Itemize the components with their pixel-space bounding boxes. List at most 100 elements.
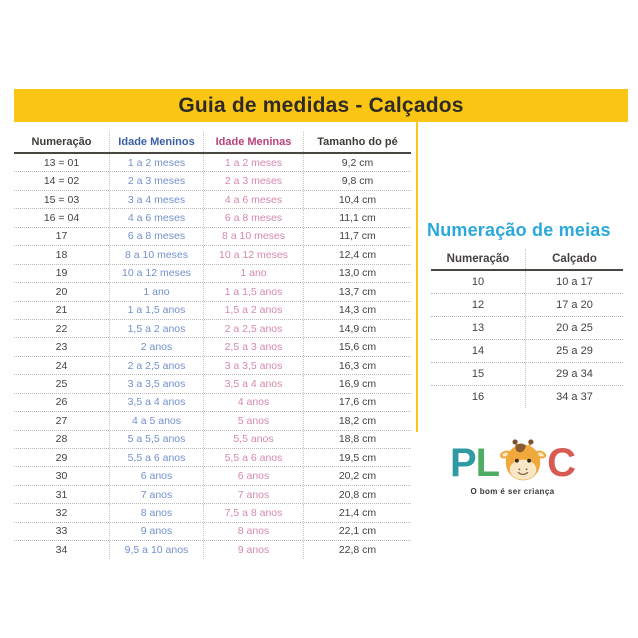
table-cell: 29 a 34 (556, 368, 593, 380)
table-cell: 9 anos (110, 522, 204, 541)
table-cell: 2 anos (110, 338, 204, 356)
table-row: 30 6 anos 6 anos 20,2 cm (14, 467, 411, 486)
table-row: 28 5 a 5,5 anos 5,5 anos 18,8 cm (14, 430, 411, 449)
table-row: 29 5,5 a 6 anos 5,5 a 6 anos 19,5 cm (14, 449, 411, 468)
column-header-calcado: Calçado (552, 253, 597, 265)
table-cell: 29 (14, 449, 110, 467)
table-cell: 17,6 cm (338, 396, 377, 409)
table-cell: 9 anos (204, 541, 304, 559)
table-cell: 2 a 2,5 anos (110, 356, 204, 375)
table-cell: 34 a 37 (556, 391, 593, 403)
table-cell: 8 a 10 meses (110, 246, 204, 264)
table-cell: 10 a 12 meses (110, 264, 204, 283)
table-cell: 6 a 8 meses (204, 209, 304, 227)
table-cell: 5 a 5,5 anos (110, 430, 204, 448)
table-cell: 13 = 01 (14, 154, 110, 172)
shoe-size-table: Numeração Idade Meninos Idade Meninas Ta… (14, 131, 411, 559)
table-cell: 20,2 cm (338, 470, 377, 483)
table-cell: 1 ano (204, 264, 304, 283)
table-cell: 4 a 6 meses (204, 190, 304, 209)
table-cell: 8 anos (204, 522, 304, 541)
table-cell: 13,0 cm (338, 267, 377, 280)
table-cell: 1 a 2 meses (204, 154, 304, 172)
table-cell: 20 a 25 (556, 322, 593, 334)
table-cell: 1 a 1,5 anos (204, 283, 304, 301)
logo-letter-c: C (547, 441, 576, 485)
table-cell: 14 = 02 (14, 172, 110, 190)
table-row: 13 20 a 25 (431, 317, 623, 340)
column-header-idade-meninos: Idade Meninos (110, 131, 204, 152)
table-row: 16 34 a 37 (431, 386, 623, 408)
table-cell: 4 a 6 meses (110, 209, 204, 227)
table-row: 23 2 anos 2,5 a 3 anos 15,6 cm (14, 338, 411, 357)
table-cell: 6 anos (204, 467, 304, 485)
socks-section-title: Numeração de meias (427, 220, 611, 240)
table-cell: 12,4 cm (338, 248, 377, 261)
logo-letters: P L C (430, 439, 595, 486)
table-row: 10 10 a 17 (431, 271, 623, 294)
table-cell: 8 anos (110, 504, 204, 522)
table-cell: 18,8 cm (338, 433, 377, 446)
table-cell: 3,5 a 4 anos (204, 375, 304, 393)
table-cell: 30 (14, 467, 110, 485)
table-cell: 17 (14, 227, 110, 246)
table-cell: 22,8 cm (338, 543, 377, 556)
table-cell: 9,8 cm (341, 175, 374, 188)
table-cell: 4 a 5 anos (110, 412, 204, 430)
table-cell: 18,2 cm (338, 414, 377, 427)
table-cell: 6 a 8 meses (110, 227, 204, 246)
table-cell: 16 (431, 386, 526, 408)
table-row: 24 2 a 2,5 anos 3 a 3,5 anos 16,3 cm (14, 356, 411, 376)
table-cell: 23 (14, 338, 110, 356)
table-cell: 8 a 10 meses (204, 227, 304, 246)
table-cell: 19,5 cm (338, 451, 377, 464)
table-cell: 5,5 a 6 anos (204, 449, 304, 467)
table-cell: 1 ano (110, 283, 204, 301)
table-row: 22 1,5 a 2 anos 2 a 2,5 anos 14,9 cm (14, 319, 411, 339)
table-cell: 25 (14, 375, 110, 393)
table-cell: 1 a 1,5 anos (110, 301, 204, 319)
table-cell: 3 a 4 meses (110, 190, 204, 209)
table-row: 14 = 02 2 a 3 meses 2 a 3 meses 9,8 cm (14, 172, 411, 191)
table-row: 20 1 ano 1 a 1,5 anos 13,7 cm (14, 283, 411, 302)
table-cell: 9,2 cm (341, 156, 374, 169)
table-cell: 31 (14, 485, 110, 504)
table-cell: 33 (14, 522, 110, 541)
table-cell: 25 a 29 (556, 345, 593, 357)
table-row: 13 = 01 1 a 2 meses 1 a 2 meses 9,2 cm (14, 154, 411, 173)
column-header-numeracao: Numeração (14, 131, 110, 152)
table-cell: 3,5 a 4 anos (110, 393, 204, 412)
socks-size-table: Numeração Calçado 10 10 a 17 12 17 a 20 13 20… (431, 249, 623, 408)
table-row: 15 29 a 34 (431, 363, 623, 386)
table-cell: 19 (14, 264, 110, 283)
table-cell: 22 (14, 319, 110, 338)
vertical-divider (416, 122, 418, 432)
table-cell: 22,1 cm (338, 525, 377, 538)
logo-letter-p: P (449, 441, 477, 485)
table-cell: 17 a 20 (556, 299, 593, 311)
shoe-size-table-body: 13 = 01 1 a 2 meses 1 a 2 meses 9,2 cm 14 = … (14, 154, 411, 559)
table-cell: 14 (431, 340, 526, 362)
table-row: 31 7 anos 7 anos 20,8 cm (14, 485, 411, 505)
column-header-idade-meninas: Idade Meninas (204, 131, 304, 152)
table-cell: 13 (431, 317, 526, 339)
table-row: 16 = 04 4 a 6 meses 6 a 8 meses 11,1 cm (14, 209, 411, 228)
table-cell: 5,5 a 6 anos (110, 449, 204, 467)
table-cell: 18 (14, 246, 110, 264)
table-row: 26 3,5 a 4 anos 4 anos 17,6 cm (14, 393, 411, 413)
table-row: 32 8 anos 7,5 a 8 anos 21,4 cm (14, 504, 411, 523)
table-cell: 3 a 3,5 anos (204, 356, 304, 375)
table-cell: 13,7 cm (338, 285, 377, 298)
table-cell: 16,3 cm (338, 359, 377, 372)
table-row: 27 4 a 5 anos 5 anos 18,2 cm (14, 412, 411, 431)
page-title: Guia de medidas - Calçados (178, 93, 464, 117)
column-header-numeracao: Numeração (431, 249, 526, 269)
table-cell: 20 (14, 283, 110, 301)
table-row: 33 9 anos 8 anos 22,1 cm (14, 522, 411, 542)
table-cell: 14,9 cm (338, 322, 377, 335)
table-cell: 12 (431, 294, 526, 316)
table-row: 21 1 a 1,5 anos 1,5 a 2 anos 14,3 cm (14, 301, 411, 320)
table-cell: 5 anos (204, 412, 304, 430)
table-cell: 10 a 17 (556, 276, 593, 288)
table-cell: 11,1 cm (339, 212, 376, 225)
